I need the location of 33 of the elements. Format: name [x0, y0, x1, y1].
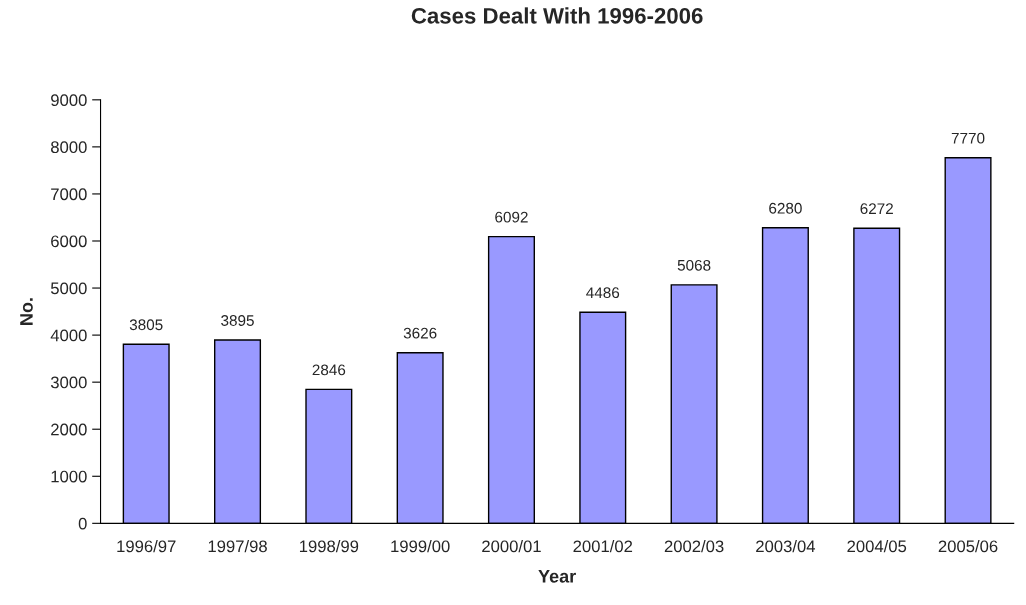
data-label: 6092: [495, 211, 528, 223]
x-tick-label: 2005/06: [938, 539, 998, 553]
x-tick-label: 1996/97: [117, 539, 176, 553]
y-tick-label: 2000: [51, 423, 87, 436]
y-tick-label: 5000: [50, 282, 87, 295]
y-tick-label: 3000: [50, 376, 87, 389]
data-label: 6272: [860, 203, 893, 215]
x-tick-label: 1997/98: [208, 539, 267, 553]
data-label: 3805: [129, 319, 163, 331]
x-tick-label: 2001/02: [573, 539, 633, 553]
y-tick-label: 9000: [51, 94, 87, 107]
x-tick-label: 2003/04: [756, 539, 816, 553]
data-label: 2846: [312, 364, 346, 376]
y-tick-label: 4000: [50, 329, 87, 342]
chart-title: Cases Dealt With 1996-2006: [411, 7, 703, 24]
data-label: 4486: [586, 287, 620, 299]
data-label: 5068: [677, 259, 711, 271]
y-tick-label: 7000: [51, 188, 87, 201]
x-tick-label: 2004/05: [847, 539, 907, 553]
y-axis-title: No.: [20, 298, 33, 325]
data-label: 3895: [221, 315, 254, 326]
x-tick-label: 1999/00: [391, 539, 450, 553]
x-axis-title: Year: [538, 570, 576, 583]
y-tick-label: 1000: [51, 470, 87, 483]
data-label: 7770: [951, 132, 985, 144]
y-tick-label: 6000: [51, 235, 87, 248]
x-tick-label: 1998/99: [299, 539, 359, 553]
y-tick-label: 0: [78, 517, 87, 530]
data-label: 6280: [769, 202, 802, 214]
y-tick-label: 8000: [51, 141, 87, 154]
data-label: 3626: [403, 327, 437, 339]
x-tick-label: 2002/03: [664, 539, 724, 553]
x-tick-label: 2000/01: [482, 539, 541, 553]
